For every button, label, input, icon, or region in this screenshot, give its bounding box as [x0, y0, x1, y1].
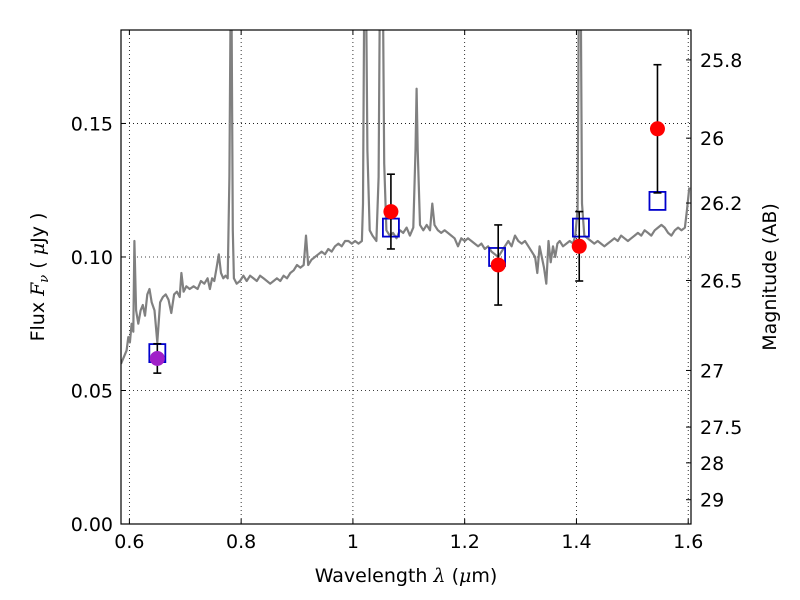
mag-tick-label: 25.8 — [700, 50, 742, 72]
x-tick-label: 1.4 — [561, 531, 591, 553]
data-layer — [121, 30, 691, 374]
x-tick-label: 0.6 — [114, 531, 144, 553]
right-axis-label: Magnitude (AB) — [759, 203, 781, 351]
mag-tick-label: 26.5 — [700, 270, 742, 292]
plot-frame — [120, 29, 692, 525]
mag-tick-label: 28 — [700, 453, 724, 475]
x-tick-label: 1.2 — [450, 531, 480, 553]
y-tick-label: 0.10 — [71, 247, 113, 269]
x-axis-label: Wavelength λ (μm) — [315, 565, 498, 587]
observed-flux-point — [490, 257, 506, 273]
model-square-point — [572, 217, 590, 238]
mag-tick-label: 29 — [700, 490, 724, 512]
observed-flux-point — [383, 204, 399, 220]
mag-tick-label: 27 — [700, 360, 724, 382]
grid-layer — [121, 30, 691, 525]
spectrum-line — [121, 30, 691, 365]
mag-tick-label: 26 — [700, 128, 724, 150]
model-square-point — [648, 190, 667, 211]
y-tick-label: 0.05 — [71, 380, 113, 402]
y-tick-label: 0.15 — [71, 113, 113, 135]
y-tick-label: 0.00 — [71, 514, 113, 536]
mag-tick-label: 27.5 — [700, 417, 742, 439]
observed-flux-point — [571, 238, 587, 254]
tick-layer: 0.6 0.8 1 1.2 1.4 1.6 0.00 0.05 0.10 0.15 25.8 26 26… — [71, 30, 742, 553]
x-tick-label: 0.8 — [226, 531, 256, 553]
mag-tick-label: 26.2 — [700, 193, 742, 215]
x-tick-label: 1 — [347, 531, 359, 553]
observed-flux-point — [149, 350, 165, 366]
observed-flux-point — [649, 121, 665, 137]
x-tick-label: 1.6 — [673, 531, 703, 553]
y-axis-label: Flux Fν ( μJy ) — [27, 213, 52, 342]
